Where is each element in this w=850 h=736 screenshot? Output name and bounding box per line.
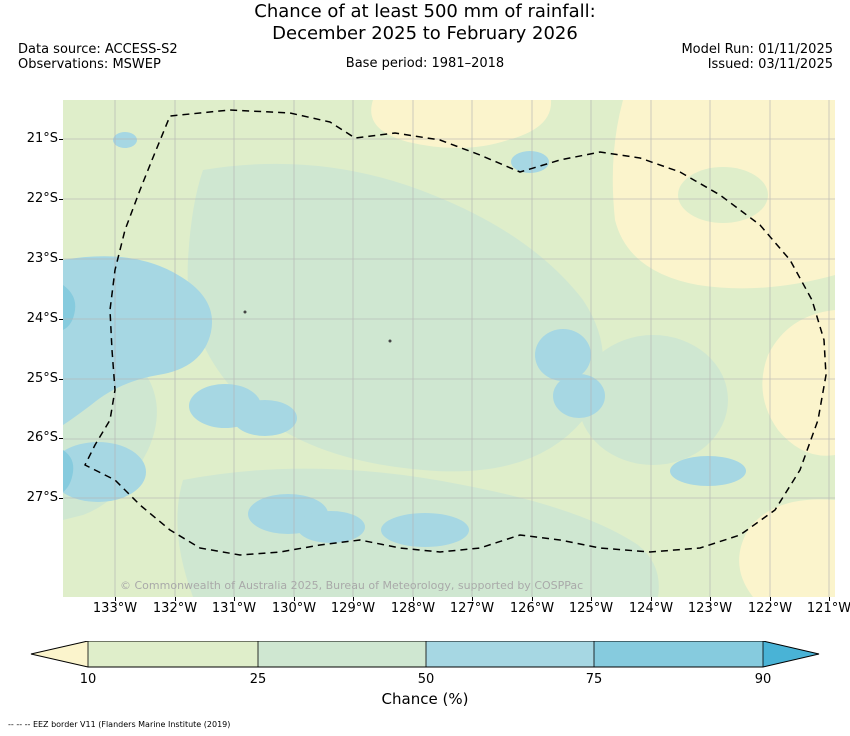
lat-tick <box>59 438 63 439</box>
lat-tick <box>59 498 63 499</box>
map-canvas: © Commonwealth of Australia 2025, Bureau… <box>63 100 835 597</box>
lon-label: 127°W <box>449 601 495 616</box>
colorbar-segment-10-25 <box>88 641 258 667</box>
lon-tick <box>115 597 116 601</box>
observations-label: Observations: MSWEP <box>18 57 161 72</box>
lon-label: 129°W <box>330 601 376 616</box>
data-source-label: Data source: ACCESS-S2 <box>18 42 178 57</box>
colorbar-tick-label: 25 <box>249 672 267 687</box>
lon-tick <box>651 597 652 601</box>
header-right: Model Run: 01/11/2025 Issued: 03/11/2025 <box>681 42 833 72</box>
colorbar-segment-75-90 <box>594 641 763 667</box>
map-copyright: © Commonwealth of Australia 2025, Bureau… <box>120 579 583 592</box>
lon-tick <box>234 597 235 601</box>
base-period-label: Base period: 1981–2018 <box>345 56 505 71</box>
lon-tick <box>532 597 533 601</box>
lon-tick <box>472 597 473 601</box>
lon-tick <box>591 597 592 601</box>
figure-title: Chance of at least 500 mm of rainfall: D… <box>0 1 850 45</box>
map-gridlines <box>63 100 835 597</box>
colorbar-segment-25-50 <box>258 641 426 667</box>
lon-label: 121°W <box>806 601 850 616</box>
colorbar-outline <box>30 641 820 668</box>
colorbar-axis-label: Chance (%) <box>381 690 469 708</box>
lon-label: 124°W <box>628 601 674 616</box>
title-line1: Chance of at least 500 mm of rainfall: <box>254 1 596 22</box>
issued-label: Issued: 03/11/2025 <box>707 57 833 72</box>
colorbar-tick-label: 10 <box>79 672 97 687</box>
lon-label: 133°W <box>92 601 138 616</box>
lat-tick <box>59 199 63 200</box>
lat-label: 21°S <box>26 131 58 146</box>
lat-tick <box>59 379 63 380</box>
lon-label: 128°W <box>390 601 436 616</box>
lon-tick <box>829 597 830 601</box>
lon-label: 126°W <box>509 601 555 616</box>
lon-label: 122°W <box>747 601 793 616</box>
island-markers <box>243 310 392 343</box>
lon-label: 125°W <box>568 601 614 616</box>
lon-tick <box>175 597 176 601</box>
lon-tick <box>710 597 711 601</box>
lon-tick <box>770 597 771 601</box>
lon-label: 132°W <box>152 601 198 616</box>
lon-tick <box>294 597 295 601</box>
map-region-10-25-patch <box>678 167 768 223</box>
lon-label: 131°W <box>211 601 257 616</box>
colorbar-tick-label: 75 <box>585 672 603 687</box>
lat-label: 23°S <box>26 251 58 266</box>
lon-label: 123°W <box>687 601 733 616</box>
eez-border-line <box>84 109 827 556</box>
colorbar-arrow-low <box>31 641 88 667</box>
lon-tick <box>413 597 414 601</box>
colorbar-dividers <box>87 641 764 667</box>
colorbar-canvas <box>30 641 820 668</box>
lat-tick <box>59 319 63 320</box>
lat-label: 27°S <box>26 490 58 505</box>
eez-border-note: -- -- -- EEZ border V11 (Flanders Marine… <box>8 720 231 729</box>
lon-label: 130°W <box>271 601 317 616</box>
lon-tick <box>353 597 354 601</box>
colorbar-segment-50-75 <box>426 641 594 667</box>
colorbar-tick-label: 50 <box>417 672 435 687</box>
colorbar-arrow-high <box>763 641 819 667</box>
title-line2: December 2025 to February 2026 <box>272 23 578 44</box>
map-chance-field <box>63 100 835 597</box>
colorbar-tick-label: 90 <box>754 672 772 687</box>
model-run-label: Model Run: 01/11/2025 <box>681 42 833 57</box>
lat-label: 25°S <box>26 371 58 386</box>
lat-label: 26°S <box>26 430 58 445</box>
lat-label: 22°S <box>26 191 58 206</box>
lat-tick <box>59 259 63 260</box>
lat-tick <box>59 139 63 140</box>
lat-label: 24°S <box>26 311 58 326</box>
header-left: Data source: ACCESS-S2 Observations: MSW… <box>18 42 178 72</box>
